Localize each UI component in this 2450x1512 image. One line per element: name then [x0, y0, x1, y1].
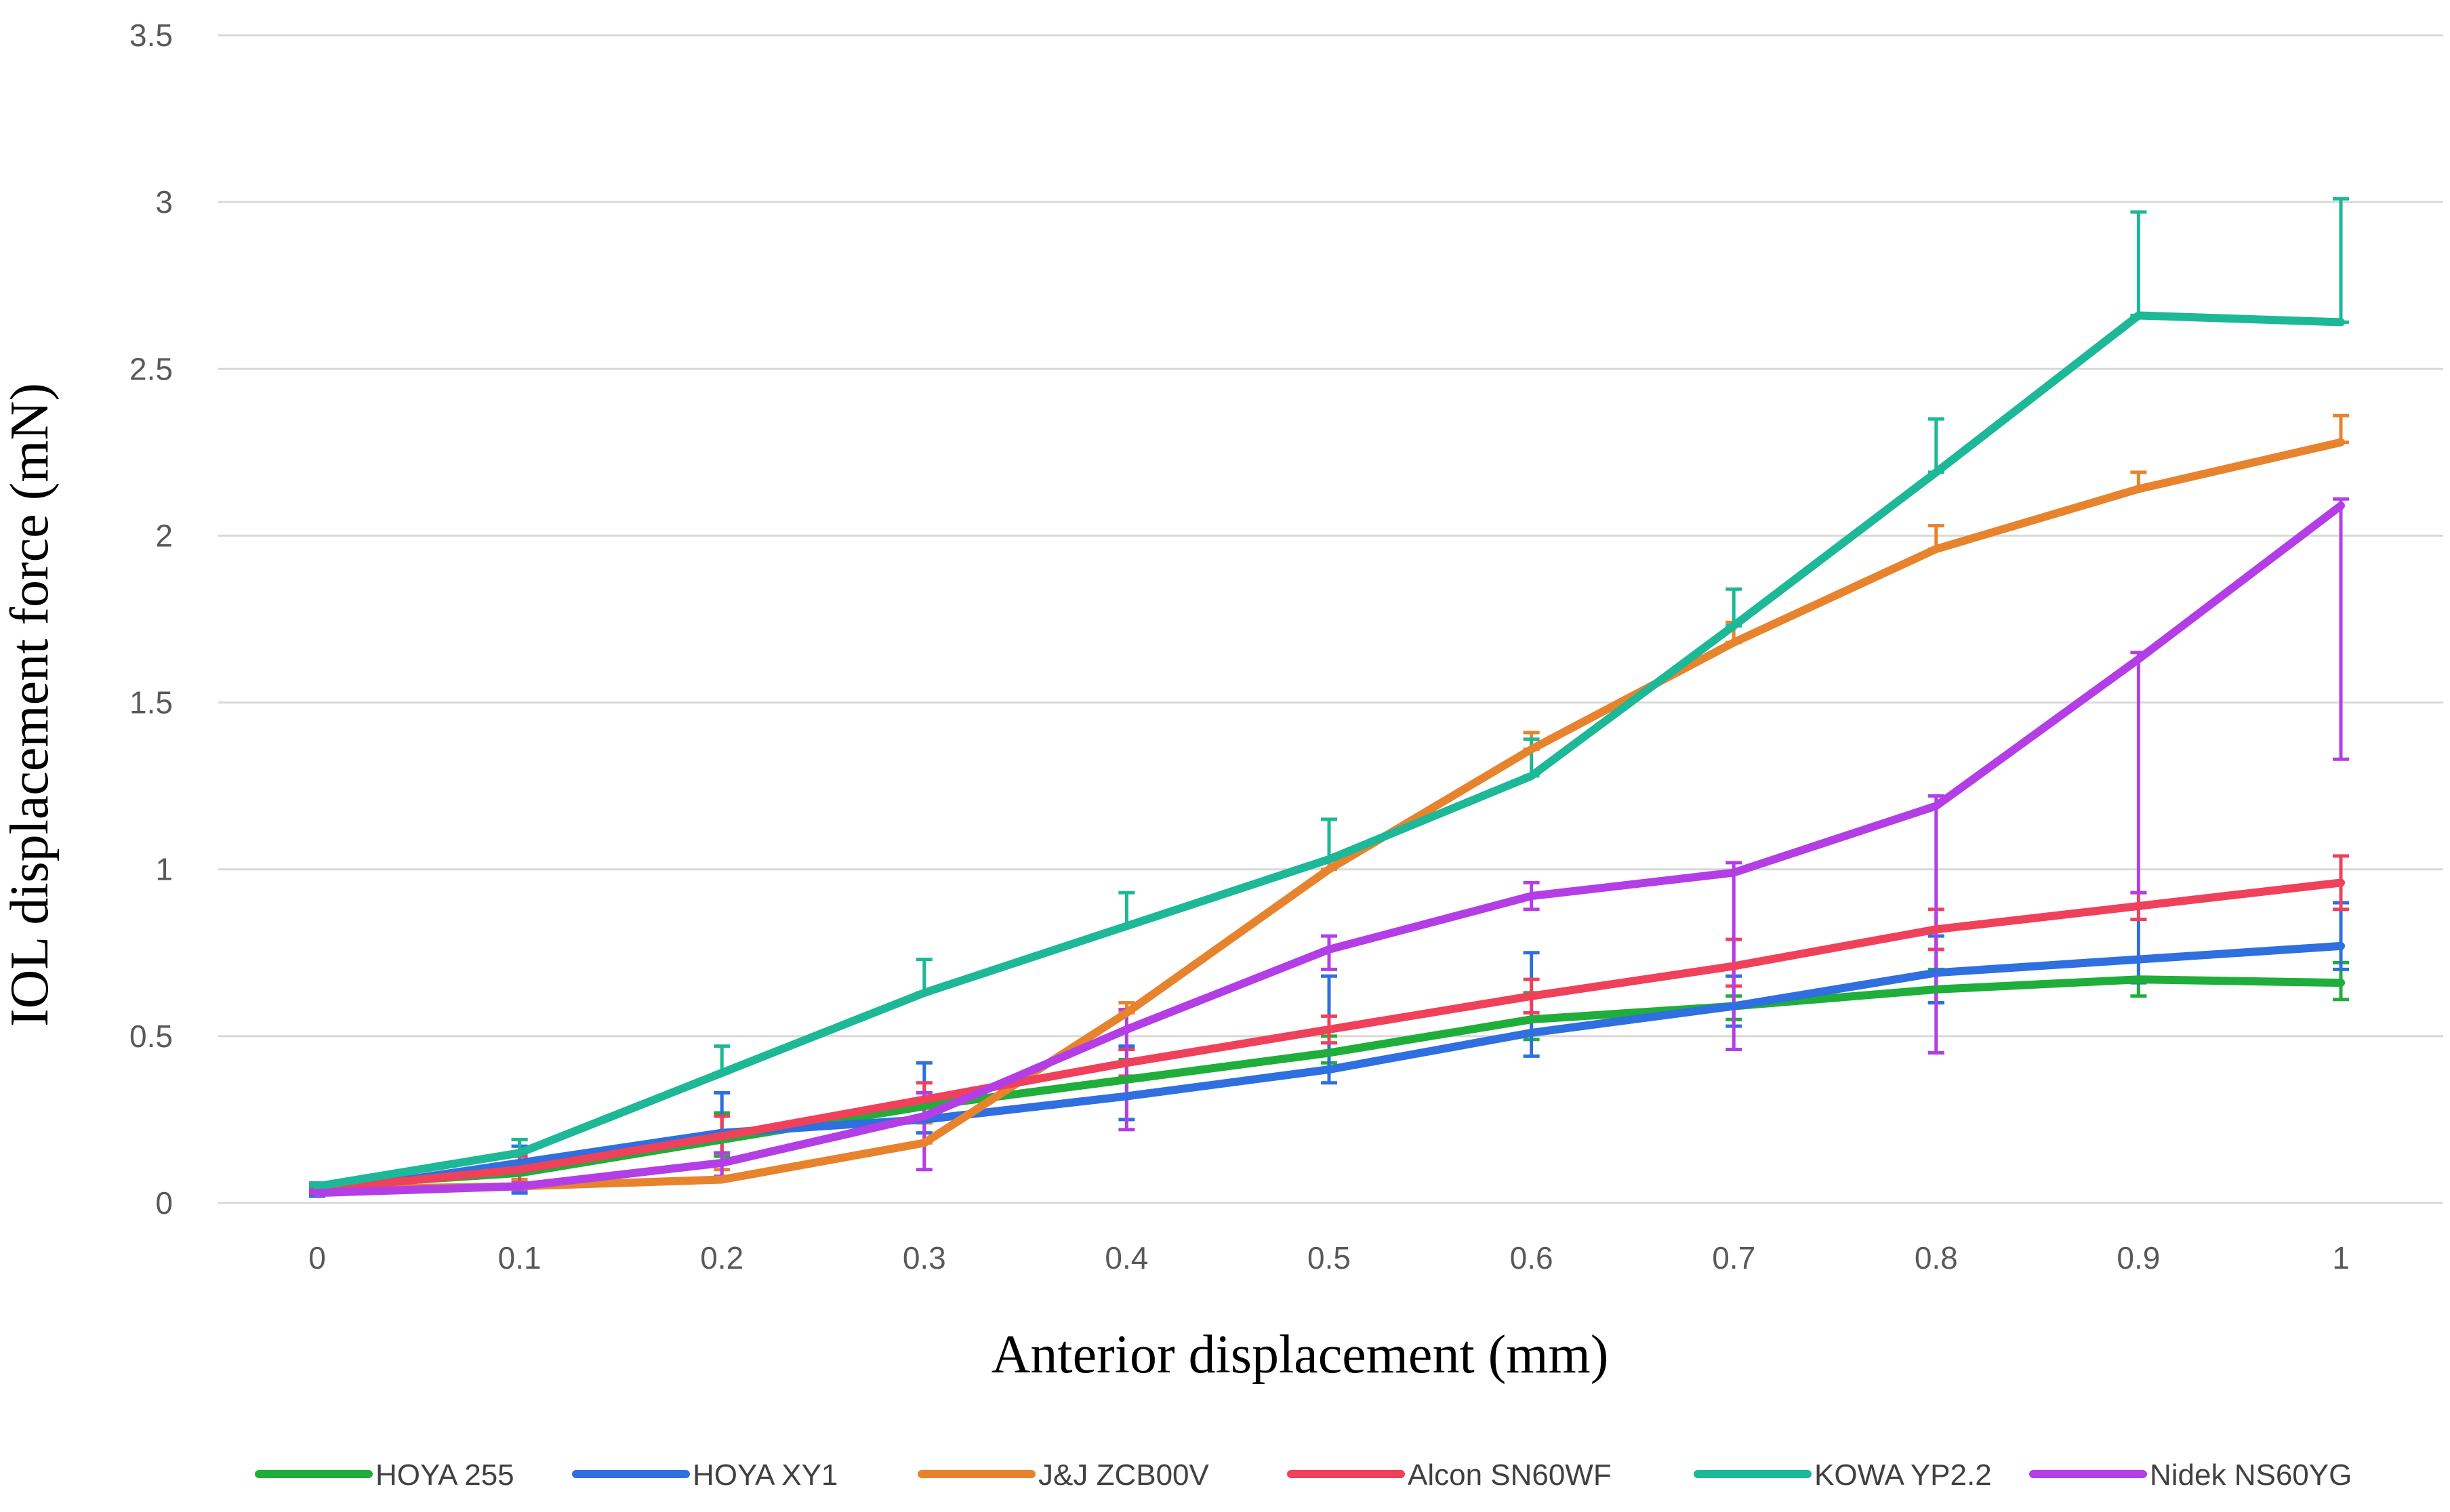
y-axis-ticks: 0 0.5 1 1.5 2 2.5 3 3.5: [129, 18, 173, 1221]
error-bar: [2130, 918, 2147, 985]
x-tick-label: 0.6: [1510, 1240, 1553, 1275]
error-bar: [1726, 861, 1742, 1052]
error-bar: [2333, 197, 2349, 324]
x-tick-label: 0.1: [498, 1240, 542, 1275]
y-tick-label: 1.5: [129, 685, 173, 720]
x-axis-title: Anterior displacement (mm): [992, 1325, 1609, 1385]
x-tick-label: 1: [2332, 1240, 2350, 1275]
legend: HOYA 255 HOYA XY1 J&J ZCB00V Alcon SN60WF KO…: [255, 1458, 2352, 1492]
legend-label: HOYA 255: [375, 1458, 514, 1492]
legend-item: Alcon SN60WF: [1287, 1458, 1612, 1492]
legend-label: Alcon SN60WF: [1408, 1458, 1612, 1492]
x-tick-label: 0.3: [903, 1240, 946, 1275]
legend-item: HOYA XY1: [572, 1458, 838, 1492]
legend-item: KOWA YP2.2: [1694, 1458, 1992, 1492]
y-tick-label: 2.5: [129, 351, 173, 386]
x-tick-label: 0.8: [1915, 1240, 1958, 1275]
error-bars: [309, 197, 2349, 1198]
legend-label: Nidek NS60YG: [2150, 1458, 2352, 1492]
error-bar: [2130, 210, 2147, 318]
series-line-alcon-sn60wf: [313, 878, 2345, 1194]
series-line-nidek-ns60yg: [313, 502, 2345, 1198]
x-tick-label: 0.9: [2117, 1240, 2160, 1275]
y-tick-label: 0: [155, 1185, 173, 1221]
series-line-kowa-yp2-2: [313, 311, 2345, 1191]
y-tick-label: 1: [155, 852, 173, 887]
series-line-j-j-zcb00v: [313, 438, 2345, 1194]
y-axis-title: IOL displacement force (mN): [0, 383, 60, 1027]
series-line-hoya-xy1: [313, 941, 2345, 1198]
x-tick-label: 0.2: [700, 1240, 743, 1275]
legend-item: HOYA 255: [255, 1458, 514, 1492]
legend-item: Nidek NS60YG: [2029, 1458, 2352, 1492]
y-tick-label: 0.5: [129, 1019, 173, 1054]
x-axis-ticks: 0 0.1 0.2 0.3 0.4 0.5 0.6 0.7 0.8 0.9 1: [308, 1240, 2350, 1275]
legend-label: J&J ZCB00V: [1038, 1458, 1210, 1492]
error-bar: [2333, 901, 2349, 971]
series-lines: [313, 311, 2345, 1198]
legend-label: HOYA XY1: [693, 1458, 838, 1492]
x-tick-label: 0.5: [1307, 1240, 1351, 1275]
x-tick-label: 0.7: [1712, 1240, 1755, 1275]
x-tick-label: 0: [308, 1240, 326, 1275]
error-bar: [2333, 497, 2349, 761]
error-bar: [2130, 651, 2147, 895]
legend-item: J&J ZCB00V: [918, 1458, 1210, 1492]
x-tick-label: 0.4: [1105, 1240, 1148, 1275]
legend-label: KOWA YP2.2: [1814, 1458, 1992, 1492]
y-tick-label: 2: [155, 518, 173, 553]
y-tick-label: 3: [155, 184, 173, 220]
y-tick-label: 3.5: [129, 18, 173, 53]
error-bar: [1927, 794, 1944, 1055]
